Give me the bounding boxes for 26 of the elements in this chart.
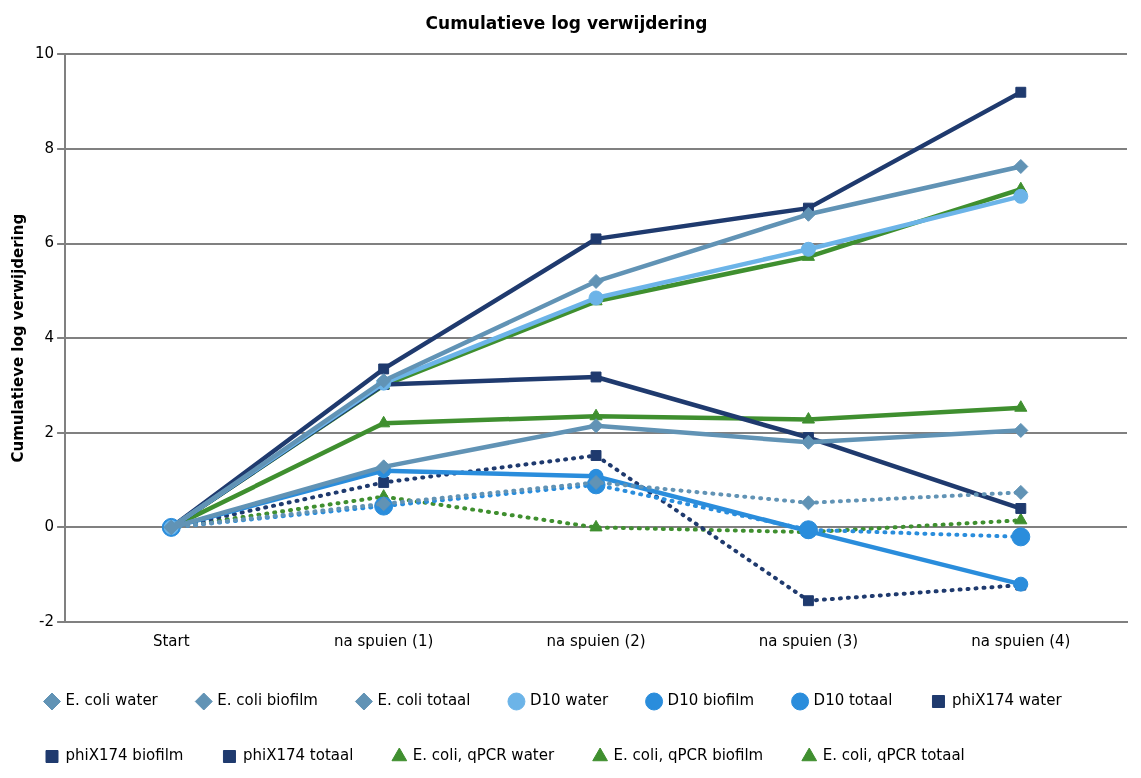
legend-label: D10 biofilm [667,691,755,710]
y-tick-label: 8 [44,138,55,157]
y-axis-title: Cumulatieve log verwijdering [8,213,27,463]
y-tick-label: 2 [44,422,55,441]
legend-label: E. coli, qPCR water [412,746,555,765]
y-tick-label: 6 [44,233,55,252]
legend-label: phiX174 biofilm [65,746,184,765]
legend-label: D10 water [529,691,609,710]
chart-title: Cumulatieve log verwijdering [425,12,708,33]
legend-label: E. coli totaal [377,691,471,710]
x-tick-label: Start [152,631,190,650]
legend-label: E. coli water [65,691,159,710]
legend-label: phiX174 water [951,691,1063,710]
x-tick-label: na spuien (2) [546,631,646,650]
y-tick-label: -2 [39,611,55,630]
y-tick-label: 4 [44,328,55,347]
x-tick-label: na spuien (1) [334,631,434,650]
legend-label: E. coli, qPCR biofilm [613,746,764,765]
x-tick-label: na spuien (4) [971,631,1071,650]
x-tick-label: na spuien (3) [758,631,859,650]
y-tick-label: 10 [34,44,55,63]
y-tick-label: 0 [44,517,55,536]
legend-label: E. coli biofilm [217,691,318,710]
legend-label: D10 totaal [813,691,893,710]
legend-label: E. coli, qPCR totaal [822,746,965,765]
legend-label: phiX174 totaal [242,746,354,765]
